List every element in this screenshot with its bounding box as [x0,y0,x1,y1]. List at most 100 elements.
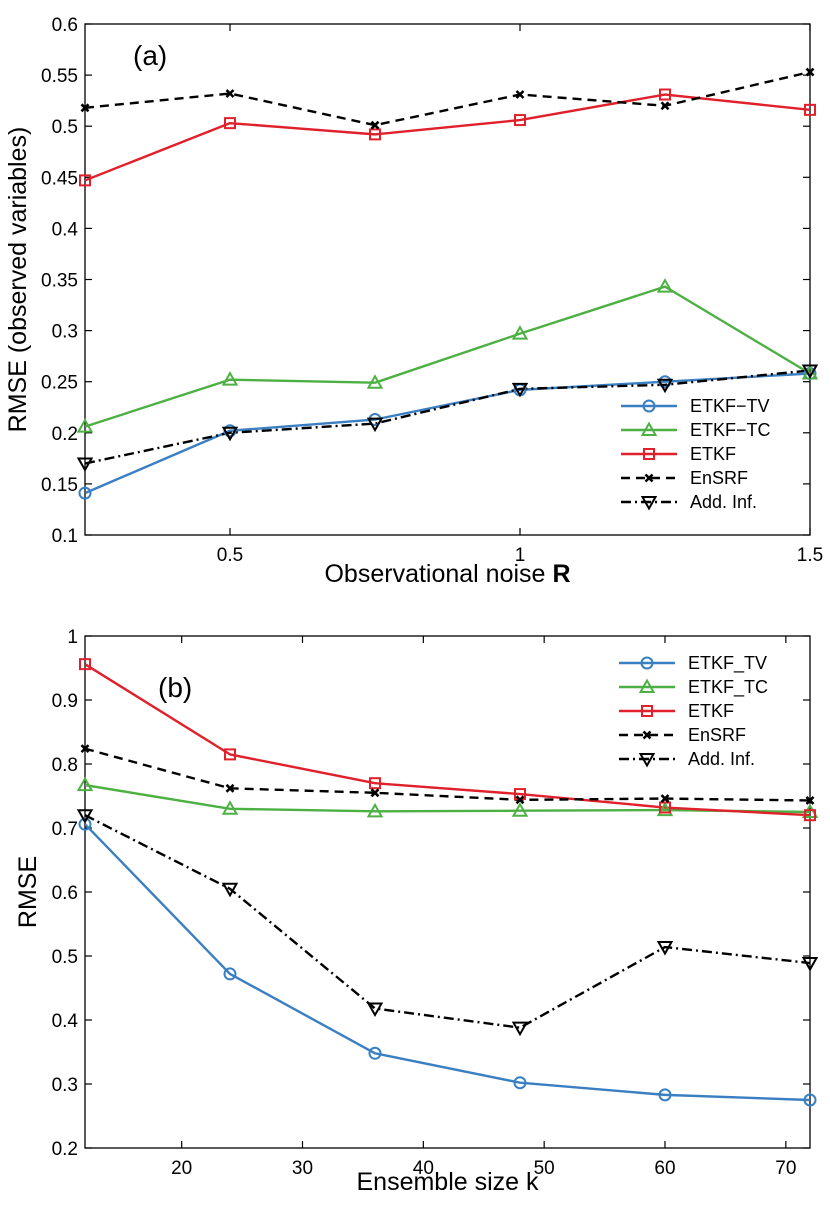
point-ensrf [370,120,380,130]
point-etkf-tv [368,1046,382,1060]
series-line-ensrf [85,747,810,802]
markers-ensrf [80,67,815,130]
chart-panel-a: 0.1 0.15 0.2 0.25 0.3 0.35 0.4 0.45 0.5 0.55 0.6 0.… [4,15,823,588]
legend-marker-etkf-tc [638,678,656,693]
point-add-inf [801,957,819,972]
legend-label-etkf-tv: ETKF−TV [690,396,770,416]
point-ensrf [515,90,525,99]
point-etkf [224,748,236,761]
markers-etkf-tv [78,817,817,1107]
x-axis-label-text: Observational noise [324,560,545,588]
series-line-etkf-tv [85,372,810,495]
point-etkf-tv [78,486,92,500]
legend: ETKF−TV ETKF−TC ETKF EnSRF Add. Inf. [621,396,771,512]
point-ensrf [660,101,670,111]
x-tick-label: 1.5 [797,545,823,566]
legend-label-add-inf: Add. Inf. [688,749,755,769]
legend-label-etkf: ETKF [688,701,734,721]
y-tick-label: 1 [67,627,78,648]
point-etkf-tc [511,325,529,340]
point-etkf-tv [513,1076,527,1090]
x-tick-label: 60 [654,1158,675,1179]
y-tick-label: 0.55 [41,66,78,87]
y-axis-label: RMSE [14,856,42,928]
point-etkf [79,174,91,187]
markers-etkf [79,88,816,187]
legend: ETKF_TV ETKF_TC ETKF EnSRF Add. Inf. [619,653,768,769]
point-add-inf [366,1002,384,1018]
markers-add-inf [76,809,819,1037]
point-ensrf [805,796,815,805]
point-etkf-tc [76,776,94,792]
point-ensrf [515,795,525,805]
point-etkf [224,117,236,130]
point-etkf-tc [366,802,384,818]
point-ensrf [225,89,235,98]
x-axis-label-text: Ensemble size k [356,1168,539,1196]
series-line-add-inf [85,369,810,465]
y-tick-label: 0.45 [41,168,78,189]
markers-etkf-tc [76,776,819,818]
series-line-ensrf [85,70,810,127]
point-etkf-tv [78,817,92,831]
y-tick-label: 0.25 [41,373,78,394]
x-tick-label: 40 [413,1158,434,1179]
x-tick-label: 0.5 [217,545,243,566]
point-add-inf [656,941,674,956]
legend-marker-ensrf [644,473,654,483]
point-ensrf [80,744,90,754]
point-add-inf [511,1021,529,1037]
series-group [85,70,810,495]
y-tick-label: 0.9 [52,691,78,712]
x-axis-label: Observational noise R [324,560,570,588]
y-tick-label: 0.35 [41,271,78,292]
legend-marker-ensrf [642,730,652,740]
y-tick-label: 0.6 [52,883,78,904]
y-tick-label: 0.6 [52,15,78,36]
series-ensrf [85,70,810,127]
legend-marker-etkf-tc [640,421,658,436]
y-tick-label: 0.4 [52,1011,79,1032]
panel-label: (b) [158,672,192,703]
y-tick-label: 0.8 [52,755,78,776]
x-axis-label-bold: R [552,560,570,588]
point-add-inf [221,426,239,442]
legend-label-ensrf: EnSRF [688,725,746,745]
point-add-inf [366,417,384,433]
point-add-inf [76,809,94,824]
panel-label: (a) [133,40,167,71]
series-add-inf [85,814,810,1029]
point-add-inf [801,364,819,379]
y-tick-label: 0.4 [52,219,79,240]
point-etkf-tc [221,800,239,815]
legend-marker-etkf [641,705,653,717]
y-tick-label: 0.1 [52,526,78,547]
series-etkf [85,93,810,182]
x-tick-label: 50 [534,1158,555,1179]
markers-add-inf [76,364,819,472]
point-etkf [369,777,381,790]
point-etkf-tc [511,802,529,817]
legend-marker-add-inf [640,496,658,511]
series-line-etkf-tc [85,285,810,428]
legend-marker-etkf [643,448,655,460]
plot-area [84,635,811,1149]
series-etkf [85,663,810,817]
x-tick-label: 70 [775,1158,796,1179]
point-etkf-tc [366,374,384,389]
legend-label-add-inf: Add. Inf. [690,492,757,512]
series-etkf-tc [85,285,810,428]
legend-label-etkf-tc: ETKF_TC [688,677,768,698]
legend-label-etkf-tc: ETKF−TC [690,420,771,440]
x-tick-label: 1 [515,545,526,566]
point-etkf-tc [76,418,94,433]
y-tick-label: 0.15 [41,475,78,496]
markers-ensrf [80,744,815,805]
legend-marker-etkf-tv [642,399,656,413]
point-etkf-tc [656,801,674,817]
series-line-etkf-tv [85,823,810,1102]
y-tick-label: 0.2 [52,1139,78,1160]
series-etkf-tc [85,783,810,814]
y-tick-label: 0.3 [52,322,78,343]
